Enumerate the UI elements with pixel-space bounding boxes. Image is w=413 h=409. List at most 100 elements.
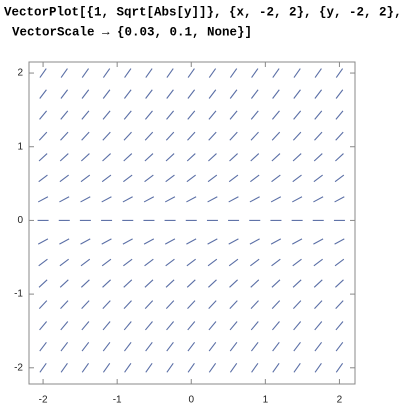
vector-arrow bbox=[39, 89, 47, 99]
vector-arrow bbox=[81, 89, 90, 99]
vector-arrow bbox=[250, 174, 260, 183]
vector-arrow bbox=[80, 279, 90, 288]
vector-arrow bbox=[187, 110, 196, 120]
vector-arrow bbox=[144, 300, 154, 310]
vector-arrow bbox=[229, 300, 238, 310]
vector-arrow bbox=[313, 153, 323, 162]
vector-arrow bbox=[187, 89, 196, 99]
vector-arrow bbox=[335, 321, 344, 331]
vector-arrow bbox=[292, 238, 303, 245]
vector-arrow bbox=[271, 153, 281, 162]
vector-arrow bbox=[166, 362, 174, 373]
vector-arrow bbox=[208, 153, 217, 162]
vector-arrow bbox=[251, 362, 259, 373]
vector-arrow bbox=[165, 174, 175, 183]
vector-arrow bbox=[165, 300, 175, 310]
vector-arrow bbox=[124, 362, 132, 373]
vector-arrow bbox=[271, 321, 280, 331]
vector-arrow bbox=[165, 131, 175, 141]
vector-arrow bbox=[186, 196, 197, 203]
vector-arrow bbox=[166, 110, 175, 120]
vector-arrow bbox=[187, 342, 196, 352]
vector-arrow bbox=[250, 131, 259, 141]
vector-arrow bbox=[292, 196, 303, 203]
vector-arrow bbox=[60, 300, 69, 310]
vector-arrow bbox=[102, 153, 111, 162]
vector-arrow bbox=[250, 342, 259, 352]
vector-arrow bbox=[313, 196, 324, 203]
vector-arrow bbox=[81, 321, 90, 331]
vector-arrow bbox=[229, 68, 238, 78]
vector-arrow bbox=[123, 131, 132, 141]
vector-arrow bbox=[250, 258, 260, 267]
vector-arrow bbox=[124, 68, 132, 78]
vector-arrow bbox=[293, 321, 302, 331]
vector-arrow bbox=[145, 89, 153, 99]
vector-arrow bbox=[38, 153, 48, 162]
vector-arrow bbox=[228, 174, 239, 183]
vector-arrow bbox=[187, 131, 196, 141]
vector-arrow bbox=[208, 89, 217, 99]
vector-arrow bbox=[187, 321, 196, 331]
vector-arrow bbox=[81, 342, 90, 352]
vector-arrow bbox=[81, 300, 90, 310]
vector-arrow bbox=[37, 196, 49, 203]
vector-arrow bbox=[272, 362, 280, 373]
vector-arrow bbox=[39, 68, 47, 78]
vector-arrow bbox=[314, 131, 323, 141]
vector-arrow bbox=[249, 238, 260, 245]
vector-arrow bbox=[314, 110, 323, 120]
vector-arrow bbox=[250, 279, 260, 288]
vector-arrow bbox=[334, 238, 345, 245]
vector-arrow bbox=[250, 110, 259, 120]
vector-arrow bbox=[229, 279, 238, 288]
x-tick-label: -2 bbox=[39, 395, 48, 406]
vector-arrow bbox=[39, 342, 47, 352]
vector-arrow bbox=[60, 342, 69, 352]
x-tick-label: 0 bbox=[188, 395, 194, 406]
vector-arrow bbox=[38, 174, 48, 183]
vector-arrow bbox=[313, 238, 324, 245]
vector-arrow bbox=[292, 174, 302, 183]
vector-arrow bbox=[60, 68, 68, 78]
vector-arrow bbox=[102, 279, 111, 288]
vector-arrow bbox=[207, 258, 218, 267]
vector-arrow bbox=[165, 153, 175, 162]
vector-arrow bbox=[80, 153, 90, 162]
vector-arrow bbox=[123, 342, 132, 352]
vector-arrow bbox=[166, 89, 174, 99]
vector-arrow bbox=[292, 300, 302, 310]
vector-arrow bbox=[60, 131, 69, 141]
vector-arrow bbox=[208, 342, 217, 352]
code-line: VectorPlot[{1, Sqrt[Abs[y]]}, {x, -2, 2}… bbox=[4, 5, 402, 19]
vector-arrow bbox=[292, 258, 302, 267]
vector-arrow bbox=[208, 68, 217, 78]
vector-arrow bbox=[208, 362, 217, 373]
vector-arrow bbox=[335, 110, 344, 120]
vector-arrow bbox=[145, 110, 153, 120]
y-tick-label: -2 bbox=[14, 362, 23, 373]
vector-arrow bbox=[37, 238, 49, 245]
vector-arrow bbox=[81, 68, 90, 78]
vector-arrow bbox=[101, 258, 112, 267]
vector-arrow bbox=[102, 89, 111, 99]
vector-arrow bbox=[207, 238, 218, 245]
vector-arrow bbox=[80, 196, 91, 203]
vector-arrow bbox=[335, 342, 344, 352]
vector-arrow bbox=[208, 321, 217, 331]
vector-arrow bbox=[272, 342, 280, 352]
vector-arrow bbox=[102, 110, 111, 120]
vector-arrow bbox=[250, 300, 259, 310]
vector-arrow bbox=[250, 89, 259, 99]
vector-arrow bbox=[271, 258, 281, 267]
vector-arrow bbox=[335, 362, 344, 373]
vector-arrow bbox=[314, 362, 322, 373]
vector-arrow bbox=[208, 131, 217, 141]
vector-arrow bbox=[59, 238, 70, 245]
vector-arrow bbox=[123, 279, 133, 288]
vector-arrow bbox=[335, 131, 344, 141]
vector-arrow bbox=[60, 89, 69, 99]
vector-arrow bbox=[123, 321, 132, 331]
